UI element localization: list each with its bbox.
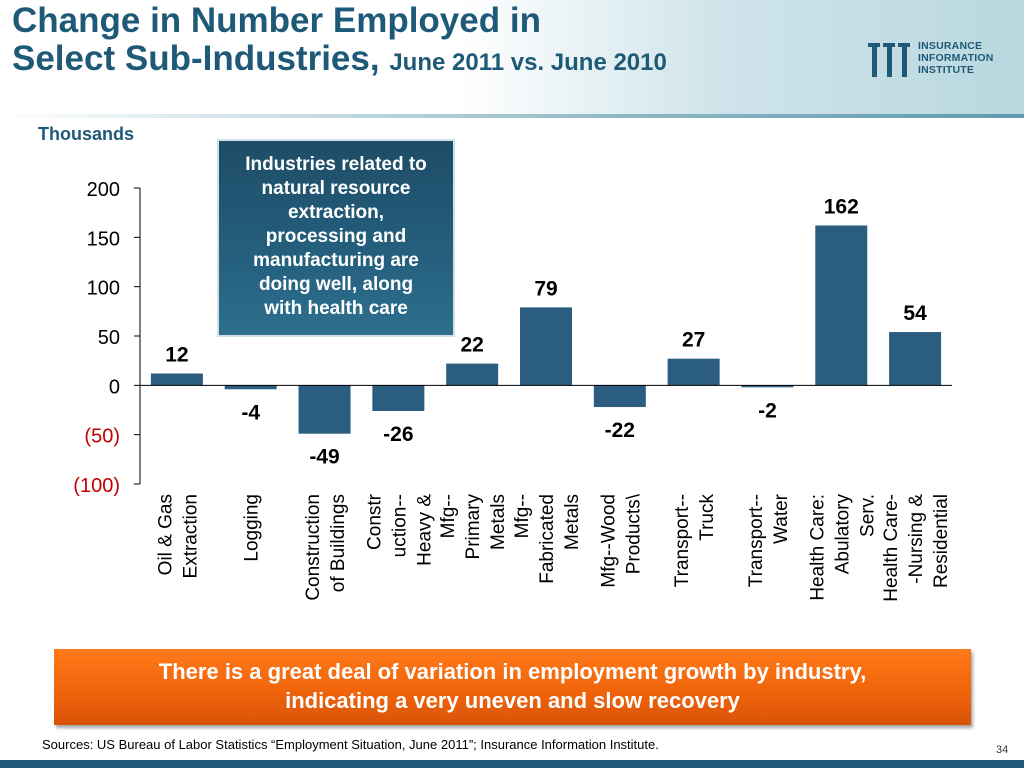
x-tick-label-line: Health Care- bbox=[881, 494, 902, 602]
x-tick-label: Transport-- Truck bbox=[672, 494, 718, 588]
y-tick-label: 150 bbox=[87, 228, 120, 250]
x-tick-label-line: Products\ bbox=[623, 493, 644, 574]
x-tick-label: Transport-- Water bbox=[746, 493, 792, 587]
bar bbox=[889, 332, 942, 386]
x-tick-label-line: Mfg--Wood bbox=[598, 494, 619, 588]
data-label: -49 bbox=[309, 446, 339, 469]
data-label: -4 bbox=[241, 401, 260, 424]
page-number: 34 bbox=[996, 744, 1009, 756]
data-label: -2 bbox=[758, 399, 777, 422]
x-tick-label-line: Residential bbox=[931, 494, 952, 588]
x-tick-label-line: Construction bbox=[303, 494, 324, 601]
x-tick-label-line: Serv. bbox=[857, 494, 878, 537]
y-tick-label: 0 bbox=[109, 376, 120, 398]
data-label: 27 bbox=[682, 329, 705, 352]
data-label: -26 bbox=[383, 423, 413, 446]
x-tick-label: Constr uction-- Heavy & bbox=[364, 493, 435, 565]
bar bbox=[150, 373, 203, 386]
y-tick-label: (100) bbox=[73, 475, 120, 497]
x-tick-label: Construction of Buildings bbox=[303, 494, 349, 601]
x-tick-label: Health Care: Abulatory Serv. bbox=[807, 494, 878, 601]
bar bbox=[593, 385, 646, 408]
page-title: Change in Number Employed in Select Sub-… bbox=[12, 2, 667, 82]
x-tick-label-line: Mfg-- bbox=[512, 494, 533, 538]
bar bbox=[298, 385, 351, 434]
bar bbox=[815, 225, 868, 386]
data-label: 22 bbox=[461, 334, 484, 357]
x-tick-label-line: Abulatory bbox=[832, 494, 853, 575]
x-tick-label-line: Heavy & bbox=[414, 494, 435, 566]
data-label: 162 bbox=[824, 195, 859, 218]
x-tick-label-line: Transport-- bbox=[672, 494, 693, 587]
data-label: 12 bbox=[165, 343, 188, 366]
x-tick-label-line: Oil & Gas bbox=[155, 494, 176, 575]
header-divider bbox=[0, 114, 1024, 118]
iii-logo: INSURANCE INFORMATION INSTITUTE bbox=[868, 37, 1018, 81]
callout-line: extraction, bbox=[287, 202, 385, 223]
logo-line-3: INSTITUTE bbox=[918, 64, 975, 76]
title-line-1: Change in Number Employed in bbox=[12, 1, 541, 40]
callout-line: processing and bbox=[265, 226, 407, 247]
x-tick-label-line: Extraction bbox=[180, 494, 201, 578]
y-tick-label: 50 bbox=[98, 327, 120, 349]
callout-line: manufacturing are bbox=[253, 250, 419, 271]
title-line-2: Select Sub-Industries, June 2011 vs. Jun… bbox=[12, 40, 667, 82]
callout-line: Industries related to bbox=[245, 154, 427, 175]
bar bbox=[667, 358, 720, 386]
y-tick-label: (50) bbox=[84, 426, 120, 448]
bar bbox=[224, 385, 277, 390]
logo-line-1: INSURANCE bbox=[918, 40, 983, 52]
y-tick-label: 100 bbox=[87, 278, 120, 300]
x-tick-label-line: of Buildings bbox=[328, 494, 349, 592]
x-tick-label: Health Care- -Nursing & Residential bbox=[881, 494, 952, 602]
x-tick-label-line: Metals bbox=[488, 494, 509, 550]
data-label: 54 bbox=[903, 302, 927, 325]
units-label: Thousands bbox=[38, 124, 135, 144]
header-background bbox=[0, 0, 1024, 118]
callout-line: with health care bbox=[264, 298, 408, 319]
x-tick-label-line: Metals bbox=[562, 494, 583, 550]
x-tick-label-line: uction-- bbox=[389, 494, 410, 557]
footer-bar bbox=[0, 760, 1024, 768]
callout-line: doing well, along bbox=[258, 274, 414, 295]
title-subtitle: June 2011 vs. June 2010 bbox=[389, 49, 667, 76]
bar bbox=[520, 307, 572, 386]
x-tick-label: Mfg--Wood Products\ bbox=[598, 493, 644, 587]
logo-line-2: INFORMATION bbox=[918, 52, 994, 64]
x-tick-label-line: Primary bbox=[463, 494, 484, 560]
x-tick-label-line: -Nursing & bbox=[906, 494, 927, 584]
data-label: -22 bbox=[605, 419, 635, 442]
x-tick-label: Oil & Gas Extraction bbox=[155, 494, 201, 578]
x-tick-label: Mfg-- Fabricated Metals bbox=[512, 494, 583, 584]
iii-logo-text: INSURANCE INFORMATION INSTITUTE bbox=[918, 40, 994, 76]
bar bbox=[446, 363, 499, 386]
title-main: Select Sub-Industries, bbox=[12, 39, 380, 78]
x-tick-label-line: Constr bbox=[364, 493, 385, 550]
source-note: Sources: US Bureau of Labor Statistics “… bbox=[42, 737, 659, 752]
x-tick-label-line: Truck bbox=[697, 494, 718, 541]
banner-line-1: There is a great deal of variation in em… bbox=[158, 659, 867, 684]
x-tick-label-line: Mfg-- bbox=[438, 494, 459, 538]
iii-logo-mark-icon bbox=[868, 43, 910, 77]
banner-line-2: indicating a very uneven and slow recove… bbox=[285, 688, 740, 713]
x-tick-label-line: Transport-- bbox=[746, 494, 767, 587]
conclusion-banner: There is a great deal of variation in em… bbox=[54, 649, 971, 725]
bar-chart: 200 150 100 50 0 (50) (100) 12 Oil & Gas Extracti… bbox=[73, 179, 952, 602]
x-tick-label-line: Fabricated bbox=[537, 494, 558, 584]
bar bbox=[372, 385, 425, 411]
callout-box: Industries related to natural resource ext… bbox=[217, 139, 455, 337]
x-tick-label: Logging bbox=[242, 494, 263, 562]
data-label: 79 bbox=[534, 277, 557, 300]
x-tick-label-line: Water bbox=[771, 493, 792, 544]
bar bbox=[741, 385, 794, 388]
y-tick-label: 200 bbox=[87, 179, 120, 201]
x-tick-label: Mfg-- Primary Metals bbox=[438, 494, 509, 560]
callout-line: natural resource bbox=[261, 178, 411, 199]
x-tick-label-line: Logging bbox=[242, 494, 263, 562]
x-tick-label-line: Health Care: bbox=[807, 494, 828, 601]
